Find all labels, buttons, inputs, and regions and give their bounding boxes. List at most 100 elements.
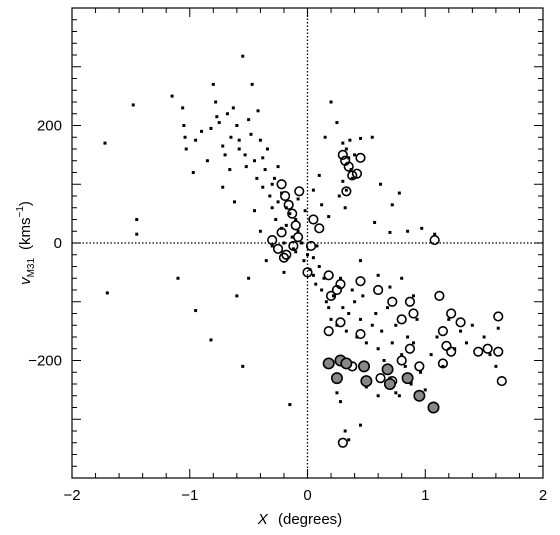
data-point-square bbox=[282, 241, 286, 245]
data-point-square bbox=[294, 250, 298, 254]
data-point-square bbox=[317, 265, 321, 268]
data-point-square bbox=[249, 132, 253, 136]
data-point-square bbox=[288, 403, 292, 407]
data-point-open-circle bbox=[314, 223, 325, 234]
data-point-open-circle bbox=[278, 252, 290, 263]
data-point-square bbox=[250, 82, 254, 86]
data-point-open-circle bbox=[323, 270, 334, 281]
data-point-open-circle bbox=[396, 314, 407, 325]
data-point-open-circle bbox=[335, 317, 346, 328]
data-point-square bbox=[103, 141, 107, 145]
tick-labels: −2 −1 0 1 2 −200 0 200 bbox=[28, 118, 547, 505]
data-point-square bbox=[364, 341, 368, 345]
data-point-square bbox=[482, 335, 486, 339]
data-point-open-circle bbox=[290, 220, 301, 231]
data-point-square bbox=[217, 121, 221, 125]
data-point-square bbox=[344, 329, 348, 333]
data-point-open-circle bbox=[446, 308, 457, 319]
data-point-open-circle bbox=[276, 227, 287, 238]
data-point-square bbox=[255, 176, 259, 180]
data-point-open-circle bbox=[267, 234, 278, 246]
data-point-square bbox=[214, 100, 218, 104]
data-point-square bbox=[386, 306, 390, 310]
data-point-square bbox=[270, 182, 274, 186]
data-point-square bbox=[268, 194, 272, 198]
data-point-open-circle bbox=[441, 340, 452, 351]
data-point-open-circle bbox=[493, 311, 504, 322]
data-point-square bbox=[253, 159, 257, 163]
data-point-open-circle bbox=[496, 375, 507, 387]
data-point-open-circle bbox=[280, 190, 291, 202]
data-point-square bbox=[306, 253, 309, 257]
data-point-square bbox=[253, 209, 257, 213]
x-tick-label: 0 bbox=[303, 487, 311, 504]
data-point-square bbox=[406, 229, 410, 233]
data-point-open-circle bbox=[343, 161, 354, 172]
data-point-open-circle bbox=[337, 149, 348, 160]
data-point-open-circle bbox=[429, 234, 440, 246]
data-point-square bbox=[291, 247, 295, 251]
data-point-square bbox=[258, 229, 262, 233]
data-point-square bbox=[194, 309, 198, 313]
data-point-square bbox=[176, 276, 180, 280]
data-point-square bbox=[411, 341, 415, 345]
data-point-square bbox=[400, 353, 404, 357]
data-point-square bbox=[182, 124, 186, 127]
data-point-square bbox=[205, 159, 209, 163]
data-point-square bbox=[170, 94, 174, 98]
data-point-square bbox=[335, 391, 339, 395]
data-point-square bbox=[397, 394, 401, 398]
data-point-square bbox=[135, 218, 139, 221]
data-point-square bbox=[183, 135, 187, 139]
x-tick-label: 1 bbox=[421, 487, 429, 504]
data-point-open-circle bbox=[404, 343, 416, 354]
data-point-square bbox=[320, 288, 324, 292]
data-point-square bbox=[311, 273, 315, 277]
data-point-square bbox=[247, 276, 251, 280]
data-point-square bbox=[225, 112, 229, 116]
data-point-square bbox=[353, 153, 357, 157]
data-point-square bbox=[361, 294, 365, 298]
data-point-square bbox=[294, 218, 298, 221]
data-point-square bbox=[335, 121, 339, 125]
data-point-square bbox=[331, 294, 335, 298]
data-point-square bbox=[358, 136, 362, 140]
data-point-square bbox=[235, 124, 239, 127]
data-point-open-circle bbox=[355, 328, 366, 340]
data-point-square bbox=[388, 230, 392, 234]
data-point-square bbox=[244, 165, 248, 169]
data-point-open-circle bbox=[288, 240, 299, 252]
data-point-square bbox=[341, 141, 345, 145]
data-point-square bbox=[403, 364, 407, 368]
data-point-square bbox=[390, 341, 394, 345]
data-point-square bbox=[317, 173, 321, 177]
data-point-square bbox=[420, 226, 424, 230]
data-point-square bbox=[329, 317, 333, 321]
data-point-open-circle bbox=[337, 437, 348, 448]
data-point-square bbox=[358, 317, 362, 321]
data-point-square bbox=[390, 203, 394, 207]
data-point-square bbox=[376, 394, 380, 398]
data-point-square bbox=[411, 294, 415, 298]
data-point-open-circle bbox=[308, 214, 319, 225]
data-point-square bbox=[296, 197, 300, 201]
data-point-square bbox=[273, 176, 277, 180]
data-point-open-circle bbox=[473, 346, 484, 357]
data-point-open-circle bbox=[325, 290, 337, 301]
data-point-square bbox=[373, 220, 377, 224]
data-point-square bbox=[337, 194, 341, 198]
data-point-square bbox=[419, 370, 423, 374]
data-point-square bbox=[353, 300, 357, 304]
data-point-square bbox=[261, 156, 265, 160]
y-axis-label: vM31(kms−1) bbox=[15, 201, 37, 285]
data-point-square bbox=[470, 323, 474, 327]
data-point-square bbox=[194, 138, 198, 142]
data-point-square bbox=[181, 106, 185, 110]
data-point-square bbox=[105, 291, 109, 295]
data-point-square bbox=[343, 429, 347, 433]
data-point-square bbox=[270, 206, 274, 210]
data-point-square bbox=[243, 153, 247, 157]
data-point-square bbox=[184, 147, 188, 151]
data-point-square bbox=[327, 306, 331, 310]
